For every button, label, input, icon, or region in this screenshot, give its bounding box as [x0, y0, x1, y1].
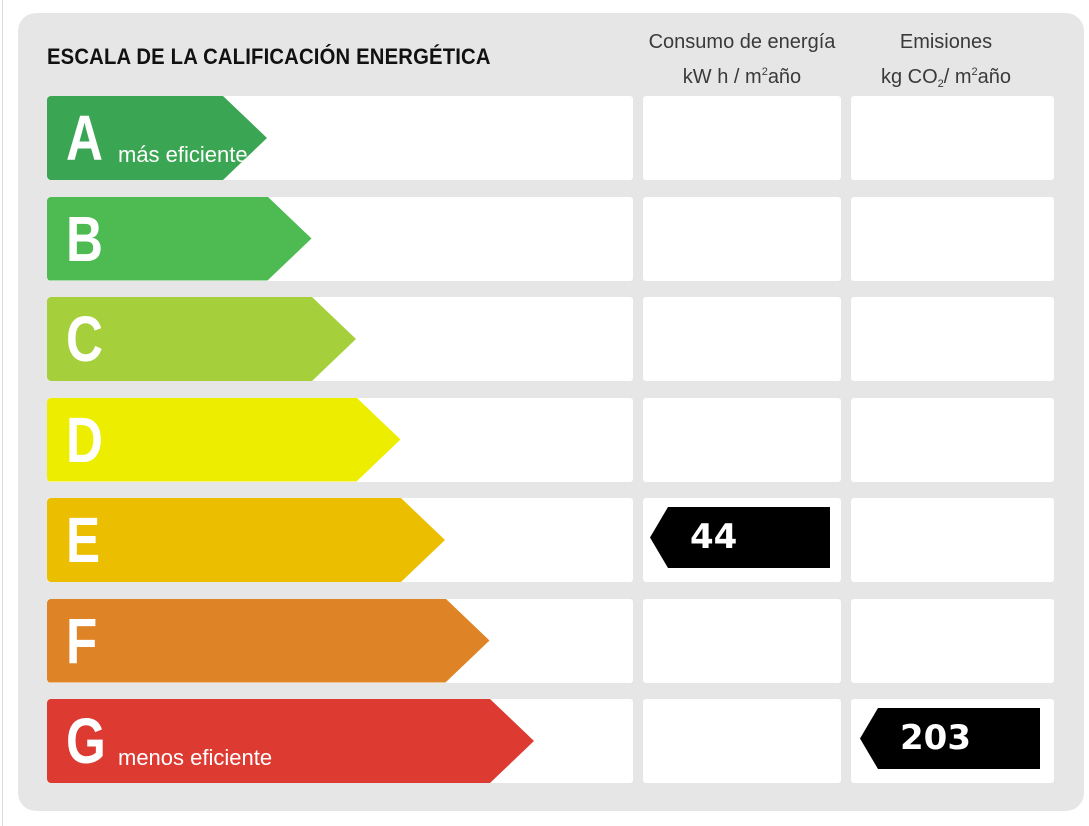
- energy-rating-marker: 44: [650, 507, 830, 568]
- energy-cell: [643, 699, 841, 783]
- emissions-column-header: Emisiones kg CO2/ m2año: [851, 27, 1041, 99]
- rating-letter: F: [66, 604, 98, 677]
- energy-cell: [643, 397, 841, 482]
- rating-letter: G: [66, 705, 106, 777]
- rating-row-c: C: [47, 297, 1054, 381]
- rating-letter: C: [66, 303, 103, 375]
- energy-cell: [643, 297, 841, 381]
- rating-value: 203: [900, 718, 971, 758]
- rating-bar-c: C: [47, 297, 356, 381]
- rating-bar-f: F: [47, 598, 490, 683]
- energy-column-unit: kW h / m2año: [682, 66, 802, 88]
- rating-row-b: B: [47, 196, 1054, 281]
- rating-note: más eficiente: [118, 142, 248, 167]
- page-edge-line: [2, 0, 3, 826]
- energy-column-header: Consumo de energía kW h / m2año: [642, 27, 842, 92]
- rating-letter: D: [66, 403, 103, 476]
- emissions-cell: [851, 397, 1054, 482]
- rating-value: 44: [690, 517, 738, 557]
- page-title: ESCALA DE LA CALIFICACIÓN ENERGÉTICA: [47, 44, 491, 69]
- energy-cell: [643, 196, 841, 281]
- rating-letter: A: [66, 102, 103, 174]
- rating-row-f: F: [47, 598, 1054, 683]
- rating-note: menos eficiente: [118, 745, 273, 770]
- rating-row-d: D: [47, 397, 1054, 482]
- rating-letter: B: [66, 202, 103, 275]
- emissions-cell: [851, 96, 1054, 180]
- rating-bar-b: B: [47, 196, 312, 281]
- emissions-cell: [851, 498, 1054, 582]
- emissions-cell: [851, 196, 1054, 281]
- emissions-cell: [851, 297, 1054, 381]
- energy-column-title: Consumo de energía: [648, 31, 836, 53]
- emissions-column-unit: kg CO2/ m2año: [880, 66, 1012, 90]
- rating-bar-d: D: [47, 397, 401, 482]
- rating-bar-e: E: [47, 498, 445, 582]
- rating-letter: E: [66, 504, 101, 576]
- emissions-rating-marker: 203: [860, 708, 1040, 769]
- emissions-cell: [851, 598, 1054, 683]
- energy-cell: [643, 598, 841, 683]
- emissions-column-title: Emisiones: [899, 31, 993, 53]
- energy-cell: [643, 96, 841, 180]
- rating-row-e: E 44: [47, 498, 1054, 582]
